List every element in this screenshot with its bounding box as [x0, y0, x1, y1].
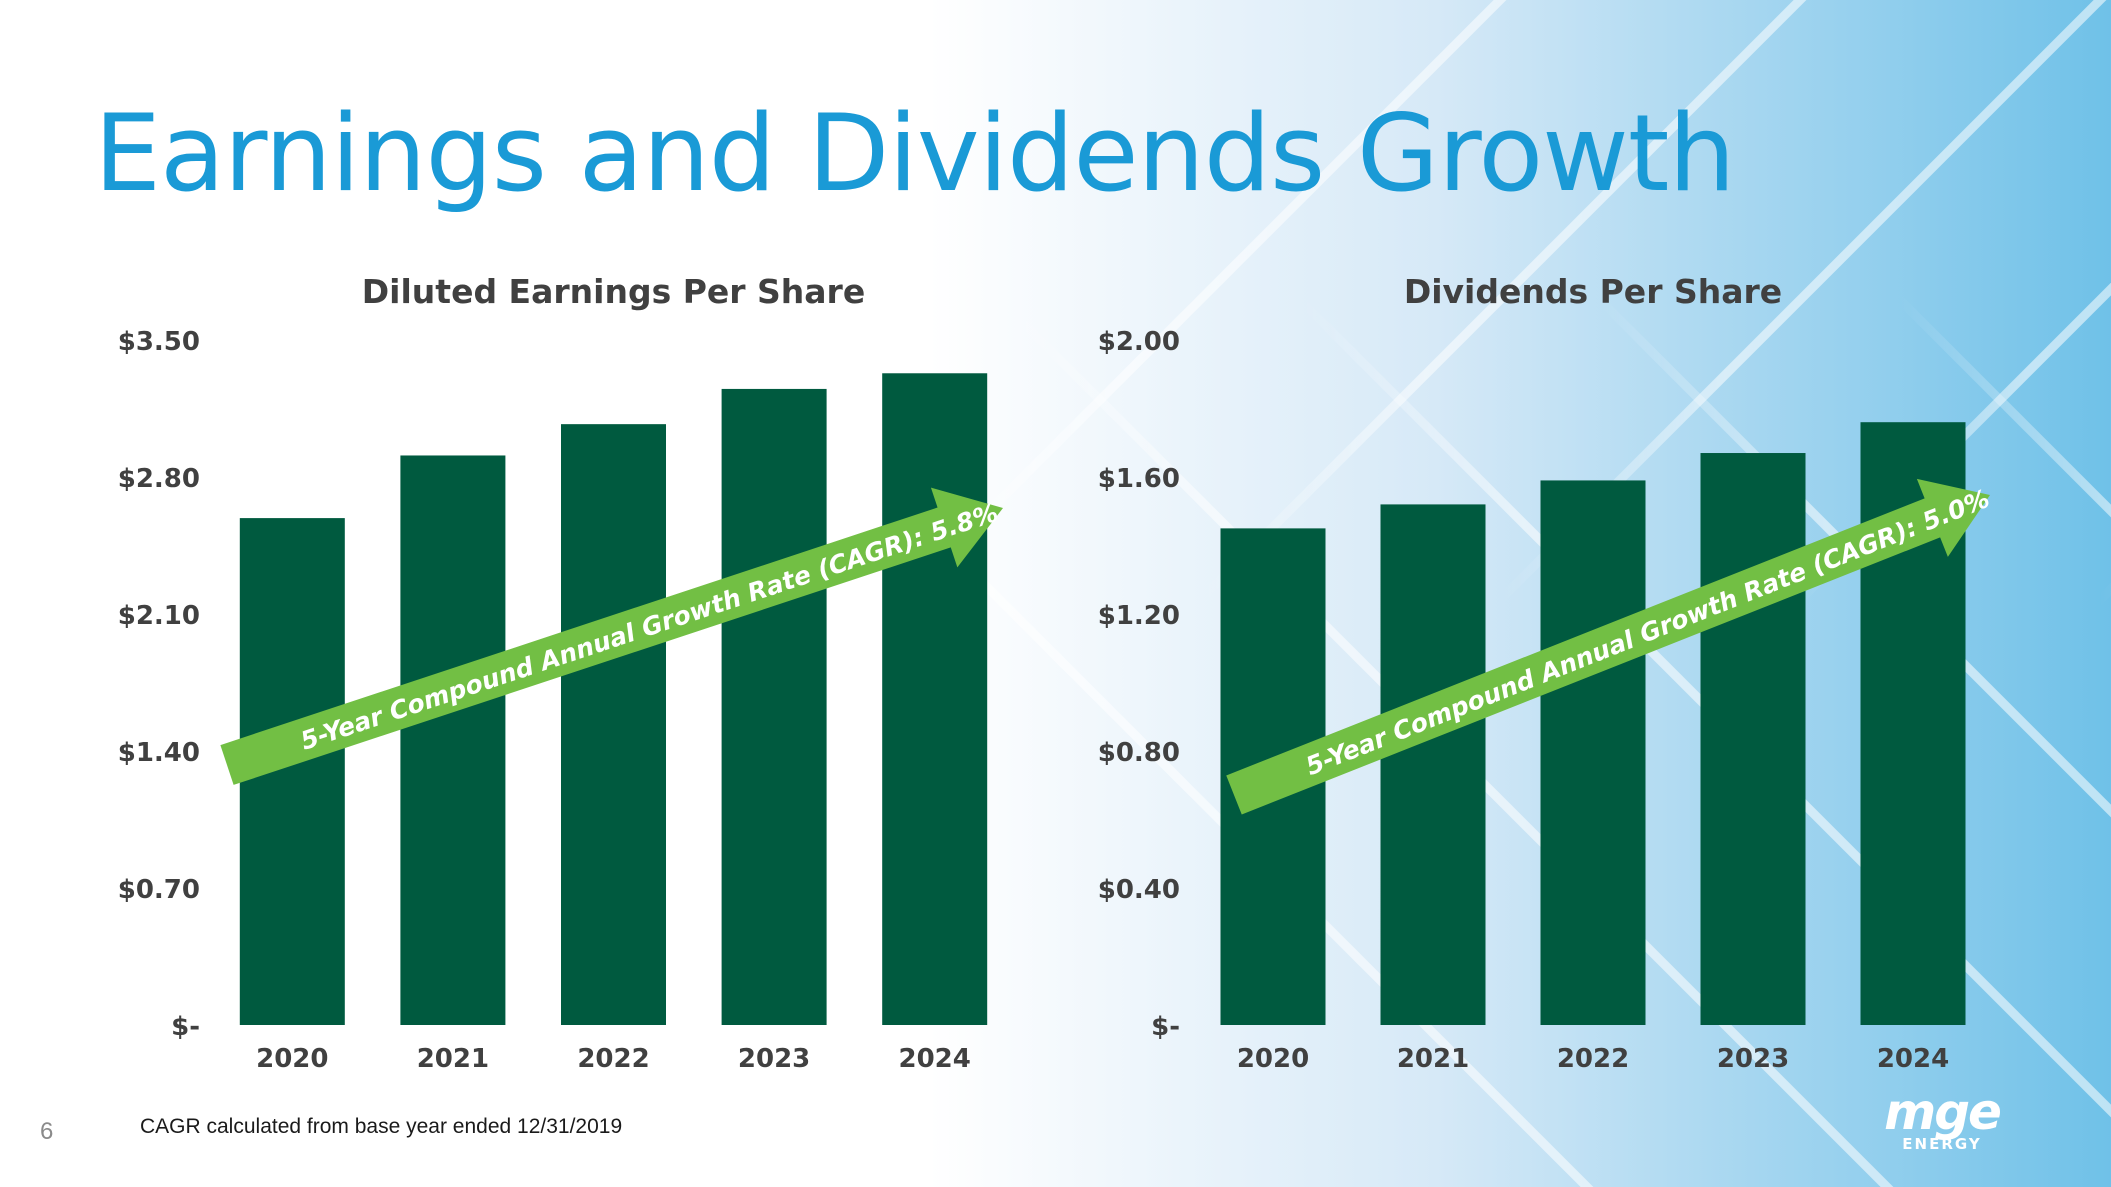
- slide-title: Earnings and Dividends Growth: [94, 92, 1736, 215]
- y-tick-label: $0.80: [1098, 738, 1180, 768]
- x-tick-label: 2021: [417, 1044, 489, 1074]
- y-tick-label: $1.20: [1098, 601, 1180, 631]
- x-tick-label: 2024: [1877, 1044, 1949, 1074]
- chart-title: Diluted Earnings Per Share: [362, 272, 865, 311]
- y-tick-label: $2.00: [1098, 327, 1180, 357]
- y-tick-label: $-: [171, 1012, 200, 1042]
- footnote: CAGR calculated from base year ended 12/…: [140, 1115, 623, 1138]
- x-tick-label: 2021: [1397, 1044, 1469, 1074]
- bar-2022: [561, 424, 666, 1026]
- chart-title: Dividends Per Share: [1404, 272, 1782, 311]
- x-tick-label: 2022: [1557, 1044, 1629, 1074]
- svg-text:mge: mge: [1884, 1085, 2000, 1141]
- bar-2023: [721, 388, 827, 1025]
- eps-chart: Diluted Earnings Per Share $- $0.70 $1.40 $2…: [118, 272, 1004, 1074]
- arrow-shape: [220, 487, 1004, 785]
- arrow-shape: [1226, 478, 1990, 815]
- x-tick-label: 2020: [256, 1044, 328, 1074]
- y-tick-label: $2.80: [118, 464, 200, 494]
- mge-energy-logo: mge ENERGY: [1884, 1085, 2002, 1153]
- y-tick-label: $1.40: [118, 738, 200, 768]
- x-tick-label: 2023: [738, 1044, 810, 1074]
- page-number: 6: [40, 1118, 54, 1145]
- y-tick-label: $3.50: [118, 327, 200, 357]
- x-tick-label: 2022: [577, 1044, 649, 1074]
- x-tick-label: 2020: [1237, 1044, 1309, 1074]
- bar-2021: [1380, 504, 1486, 1025]
- bar-2024: [882, 373, 988, 1025]
- y-tick-label: $-: [1151, 1012, 1180, 1042]
- bar-2021: [400, 455, 506, 1025]
- x-tick-label: 2024: [899, 1044, 971, 1074]
- y-tick-label: $0.70: [118, 875, 200, 905]
- bar-2023: [1700, 453, 1806, 1025]
- y-tick-label: $0.40: [1098, 875, 1180, 905]
- dividends-chart: Dividends Per Share $- $0.40 $0.80 $1.20 $1.6…: [1098, 272, 1994, 1074]
- y-tick-label: $1.60: [1098, 464, 1180, 494]
- svg-text:ENERGY: ENERGY: [1902, 1135, 1981, 1153]
- bar-2022: [1540, 480, 1646, 1025]
- y-tick-label: $2.10: [118, 601, 200, 631]
- x-tick-label: 2023: [1717, 1044, 1789, 1074]
